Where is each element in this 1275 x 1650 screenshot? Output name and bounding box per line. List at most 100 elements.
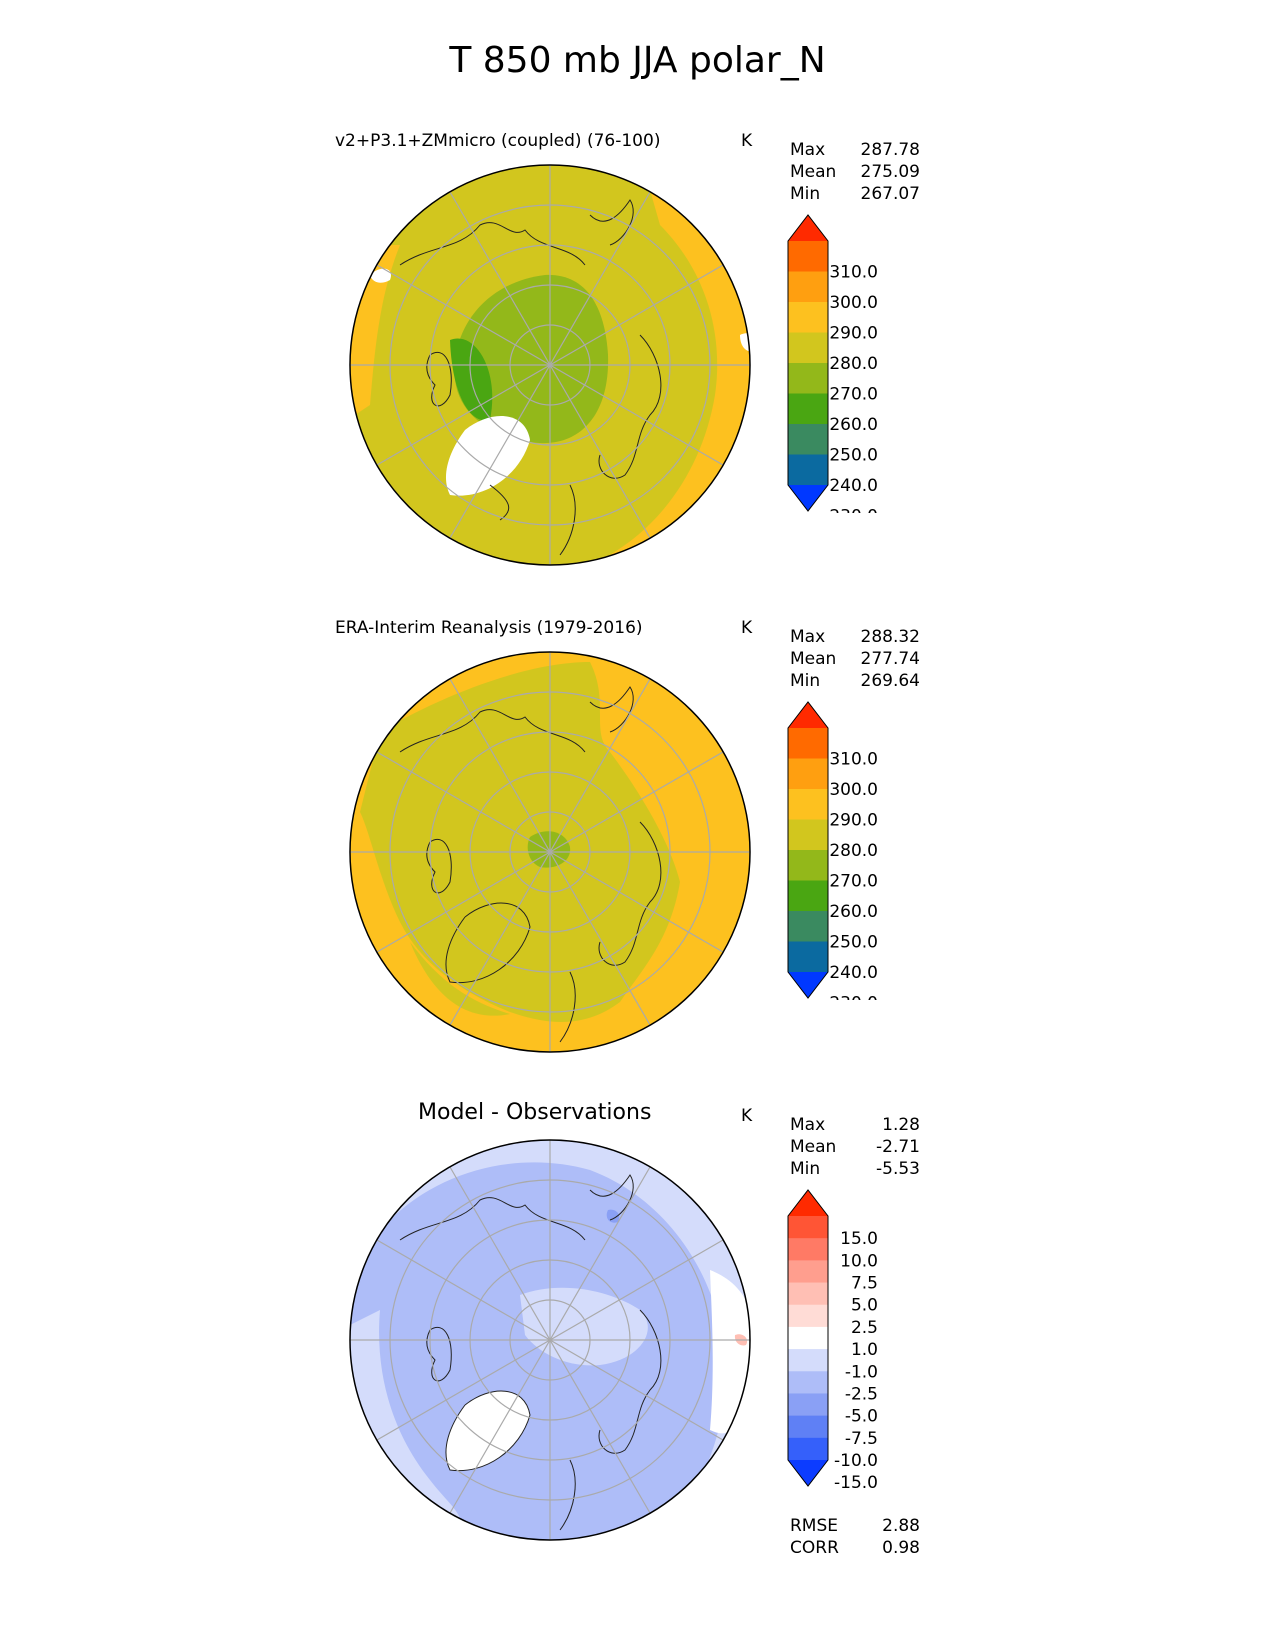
colorbar-tick-label: 310.0 xyxy=(829,263,878,283)
corr-value: 0.98 xyxy=(882,1538,920,1558)
colorbar-tick-label: 1.0 xyxy=(851,1340,878,1360)
colorbar-segment xyxy=(788,880,828,912)
colorbar-extend-min xyxy=(788,485,828,511)
colorbar-segment xyxy=(788,1371,828,1394)
colorbar-extend-max xyxy=(788,215,828,241)
colorbar-tick-label: -1.0 xyxy=(845,1362,878,1382)
colorbar-tick-label: 290.0 xyxy=(829,811,878,831)
colorbar-tick-label: -7.5 xyxy=(845,1429,878,1449)
colorbar-segment xyxy=(788,758,828,790)
colorbar-tick-label: 260.0 xyxy=(829,415,878,435)
colorbar-segment xyxy=(788,728,828,759)
stat-max-value: 1.28 xyxy=(882,1115,920,1135)
figure-title: T 850 mb JJA polar_N xyxy=(449,40,826,81)
colorbar-segment xyxy=(788,1260,828,1284)
colorbar-tick-label: 310.0 xyxy=(829,750,878,770)
rmse-corr-block: RMSE 2.88 CORR 0.98 xyxy=(790,1515,920,1559)
stats-block: Max 287.78 Mean 275.09 Min 267.07 xyxy=(790,139,920,205)
colorbar-segment xyxy=(788,1216,828,1239)
stat-mean-value: 275.09 xyxy=(860,162,920,182)
colorbar-tick-label: -10.0 xyxy=(834,1451,878,1471)
colorbar-segment xyxy=(788,1326,828,1350)
colorbar-tick-label: -5.0 xyxy=(845,1407,878,1427)
colorbar-tick-label: 10.0 xyxy=(840,1251,878,1271)
colorbar-segment xyxy=(788,271,828,303)
colorbar-tick-label: 230.0 xyxy=(829,994,878,1001)
colorbar-tick-label: 2.5 xyxy=(851,1318,878,1338)
colorbar-segment xyxy=(788,454,828,486)
stat-max-value: 287.78 xyxy=(860,140,920,160)
colorbar-tick-label: 280.0 xyxy=(829,354,878,374)
stat-mean-value: -2.71 xyxy=(876,1137,920,1157)
corr-label: CORR xyxy=(790,1538,839,1558)
stat-max-label: Max xyxy=(790,1115,826,1135)
colorbar-segment xyxy=(788,1415,828,1439)
colorbar-segment xyxy=(788,1393,828,1417)
colorbar-tick-label: 5.0 xyxy=(851,1296,878,1316)
colorbar: 310.0 300.0 290.0 280.0 270.0 260.0 250.0 240.0… xyxy=(787,214,878,514)
colorbar-segment xyxy=(788,1437,828,1461)
colorbar-segment xyxy=(788,1282,828,1306)
colorbar-segment xyxy=(788,363,828,394)
colorbar: 15.010.0 7.55.02.51.0-1.0-2.5 -5.0-7.5-10.… xyxy=(787,1189,878,1488)
panel-model: v2+P3.1+ZMmicro (coupled) (76-100) K Max… xyxy=(0,125,1275,605)
stat-mean-label: Mean xyxy=(790,1137,837,1157)
stat-mean-value: 277.74 xyxy=(860,649,920,669)
stat-max-label: Max xyxy=(790,627,826,647)
stat-max-label: Max xyxy=(790,140,826,160)
polar-map xyxy=(349,164,751,566)
colorbar-tick-label: -15.0 xyxy=(834,1473,878,1488)
colorbar-segment xyxy=(788,789,828,820)
colorbar-outline xyxy=(787,214,829,512)
stat-mean-label: Mean xyxy=(790,649,837,669)
panel-title: Model - Observations xyxy=(418,1100,652,1125)
colorbar-extend-max xyxy=(788,1190,828,1216)
colorbar-segment xyxy=(788,941,828,973)
stat-min-value: -5.53 xyxy=(876,1159,920,1179)
colorbar-outline xyxy=(787,1189,829,1487)
stat-min-value: 269.64 xyxy=(860,671,920,691)
panel-title: ERA-Interim Reanalysis (1979-2016) xyxy=(335,618,643,638)
rmse-label: RMSE xyxy=(790,1516,839,1536)
colorbar-tick-label: 290.0 xyxy=(829,324,878,344)
colorbar-extend-min xyxy=(788,1460,828,1486)
colorbar-tick-label: -2.5 xyxy=(845,1384,878,1404)
stat-max-value: 288.32 xyxy=(860,627,920,647)
colorbar-segment xyxy=(788,241,828,272)
colorbar-segment xyxy=(788,911,828,942)
stat-min-value: 267.07 xyxy=(860,184,920,204)
colorbar-tick-label: 250.0 xyxy=(829,933,878,953)
colorbar-tick-label: 260.0 xyxy=(829,902,878,922)
colorbar-segment xyxy=(788,302,828,333)
colorbar-tick-label: 230.0 xyxy=(829,507,878,514)
units-label: K xyxy=(741,131,753,151)
rmse-value: 2.88 xyxy=(882,1516,920,1536)
colorbar-tick-label: 7.5 xyxy=(851,1274,878,1294)
colorbar-segment xyxy=(788,850,828,881)
colorbar-extend-min xyxy=(788,972,828,998)
polar-map xyxy=(349,651,751,1053)
colorbar-tick-label: 300.0 xyxy=(829,293,878,313)
colorbar-segment xyxy=(788,393,828,425)
stats-block: Max 1.28 Mean -2.71 Min -5.53 xyxy=(790,1114,920,1180)
colorbar-extend-max xyxy=(788,702,828,728)
colorbar: 310.0 300.0 290.0 280.0 270.0 260.0 250.0 240.0… xyxy=(787,701,878,1001)
colorbar-segment xyxy=(788,1349,828,1372)
colorbar-segment xyxy=(788,424,828,455)
colorbar-outline xyxy=(787,701,829,999)
colorbar-segment xyxy=(788,819,828,851)
colorbar-tick-label: 15.0 xyxy=(840,1229,878,1249)
stat-min-label: Min xyxy=(790,1159,821,1179)
stats-block: Max 288.32 Mean 277.74 Min 269.64 xyxy=(790,626,920,692)
colorbar-tick-label: 300.0 xyxy=(829,780,878,800)
colorbar-segment xyxy=(788,332,828,364)
stat-min-label: Min xyxy=(790,671,821,691)
polar-map xyxy=(349,1139,751,1541)
panel-observations: ERA-Interim Reanalysis (1979-2016) K Max… xyxy=(0,612,1275,1092)
stat-mean-label: Mean xyxy=(790,162,837,182)
units-label: K xyxy=(741,1106,753,1126)
colorbar-tick-label: 250.0 xyxy=(829,446,878,466)
colorbar-tick-label: 270.0 xyxy=(829,385,878,405)
colorbar-tick-label: 270.0 xyxy=(829,872,878,892)
panel-title: v2+P3.1+ZMmicro (coupled) (76-100) xyxy=(335,131,661,151)
